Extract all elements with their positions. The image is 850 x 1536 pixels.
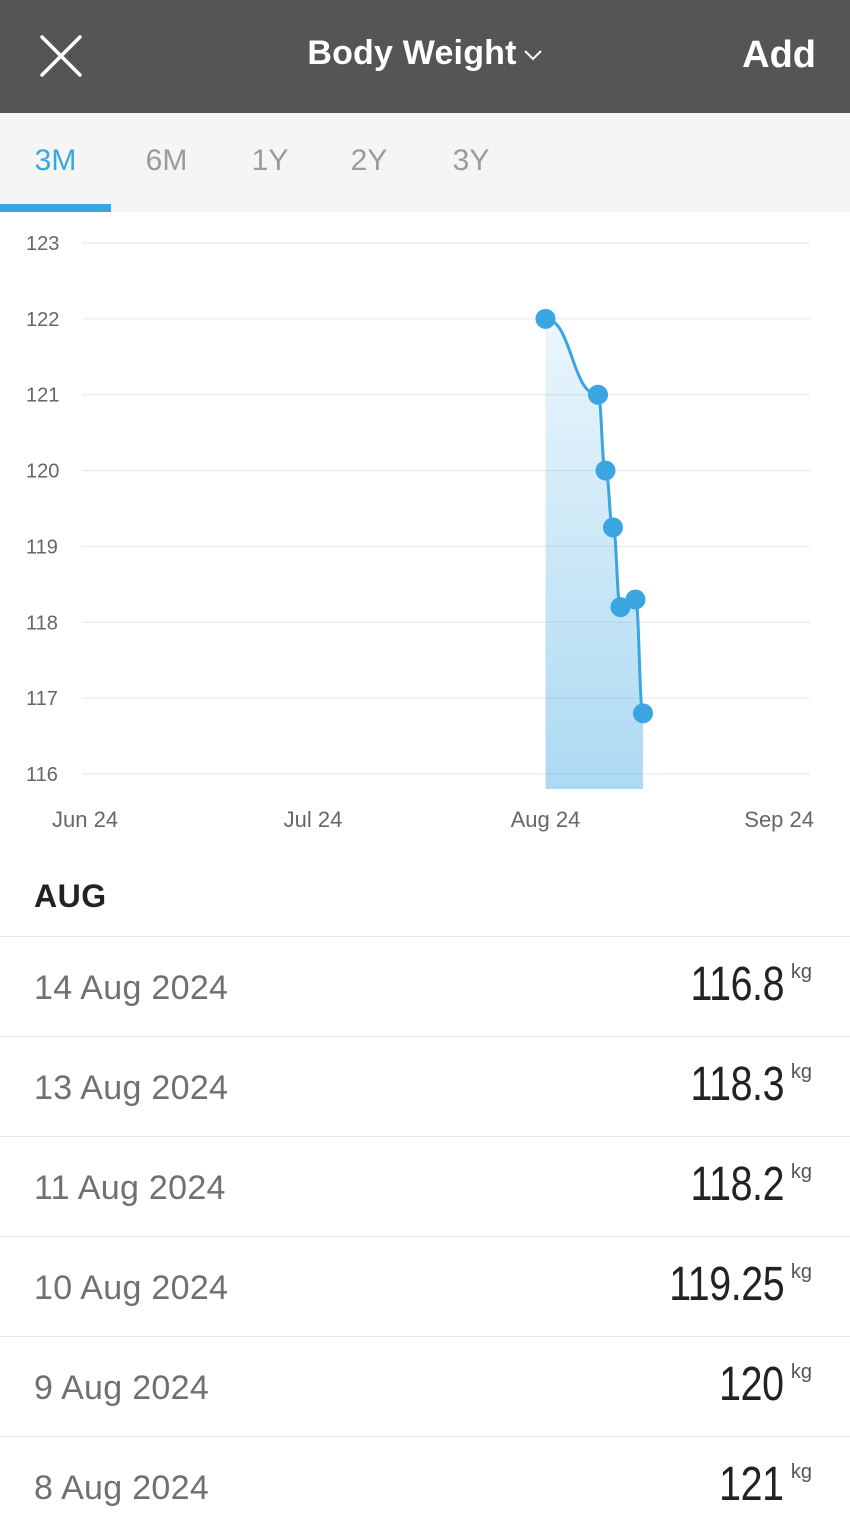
x-tick-label: Aug 24 <box>511 807 581 832</box>
chevron-down-icon <box>523 32 543 71</box>
y-tick-label: 119 <box>26 536 58 558</box>
metric-selector[interactable]: Body Weight <box>0 34 850 73</box>
data-point <box>625 589 646 610</box>
entry-value: 119.25 <box>668 1258 784 1311</box>
list-item[interactable]: 10 Aug 2024 119.25 kg <box>0 1236 850 1336</box>
data-point <box>633 703 653 724</box>
entry-date: 14 Aug 2024 <box>34 969 229 1007</box>
entry-date: 11 Aug 2024 <box>34 1169 226 1207</box>
tab-6m[interactable]: 6M <box>145 144 188 177</box>
entry-value: 118.3 <box>690 1058 784 1111</box>
y-tick-label: 122 <box>26 309 59 331</box>
weight-chart-svg: 123 122 121 120 119 118 117 116 Jun 24 Jul 24 Aug… <box>26 233 814 832</box>
list-item[interactable]: 9 Aug 2024 120 kg <box>0 1336 850 1436</box>
entry-date: 10 Aug 2024 <box>34 1269 229 1307</box>
top-bar: Body Weight Add <box>0 0 850 113</box>
data-point <box>588 384 608 405</box>
weight-chart: 123 122 121 120 119 118 117 116 Jun 24 Jul 24 Aug… <box>0 212 850 852</box>
tab-1y[interactable]: 1Y <box>251 144 289 177</box>
y-tick-label: 118 <box>26 612 58 634</box>
entry-unit: kg <box>790 961 812 983</box>
list-item[interactable]: 8 Aug 2024 121 kg <box>0 1436 850 1536</box>
list-item[interactable]: 13 Aug 2024 118.3 kg <box>0 1036 850 1136</box>
tab-2y[interactable]: 2Y <box>350 144 388 177</box>
entry-value: 121 <box>719 1458 785 1511</box>
entry-date: 9 Aug 2024 <box>34 1369 210 1407</box>
y-tick-label: 123 <box>26 233 59 255</box>
y-tick-label: 121 <box>26 385 59 407</box>
entry-date: 13 Aug 2024 <box>34 1069 229 1107</box>
entry-unit: kg <box>790 1161 812 1183</box>
entries-list: 14 Aug 2024 116.8 kg 13 Aug 2024 118.3 k… <box>0 936 850 1536</box>
list-item[interactable]: 11 Aug 2024 118.2 kg <box>0 1136 850 1236</box>
data-point <box>610 597 631 618</box>
tab-3m[interactable]: 3M <box>34 144 77 177</box>
data-point <box>603 517 623 538</box>
close-button[interactable] <box>38 33 84 79</box>
entry-date: 8 Aug 2024 <box>34 1469 210 1507</box>
tab-3y[interactable]: 3Y <box>452 144 490 177</box>
y-tick-label: 120 <box>26 461 59 483</box>
page-title: Body Weight <box>307 34 517 72</box>
series-area <box>545 318 643 789</box>
add-button[interactable]: Add <box>742 34 816 76</box>
entry-value: 116.8 <box>690 958 784 1011</box>
x-tick-label: Jun 24 <box>52 807 118 832</box>
entry-unit: kg <box>790 1361 812 1383</box>
entry-unit: kg <box>790 1261 812 1283</box>
x-tick-label: Jul 24 <box>284 807 343 832</box>
entry-unit: kg <box>790 1461 812 1483</box>
close-icon <box>40 35 82 77</box>
list-item[interactable]: 14 Aug 2024 116.8 kg <box>0 936 850 1036</box>
y-tick-label: 116 <box>26 764 58 786</box>
data-point <box>535 308 556 329</box>
y-tick-label: 117 <box>26 688 58 710</box>
data-point <box>595 460 616 481</box>
entry-value: 118.2 <box>690 1158 784 1211</box>
active-tab-indicator <box>0 204 111 212</box>
entry-value: 120 <box>719 1358 785 1411</box>
entry-unit: kg <box>790 1061 812 1083</box>
month-heading: AUG <box>34 878 107 914</box>
x-tick-label: Sep 24 <box>744 807 814 832</box>
range-tabs: 3M 6M 1Y 2Y 3Y <box>0 113 850 212</box>
